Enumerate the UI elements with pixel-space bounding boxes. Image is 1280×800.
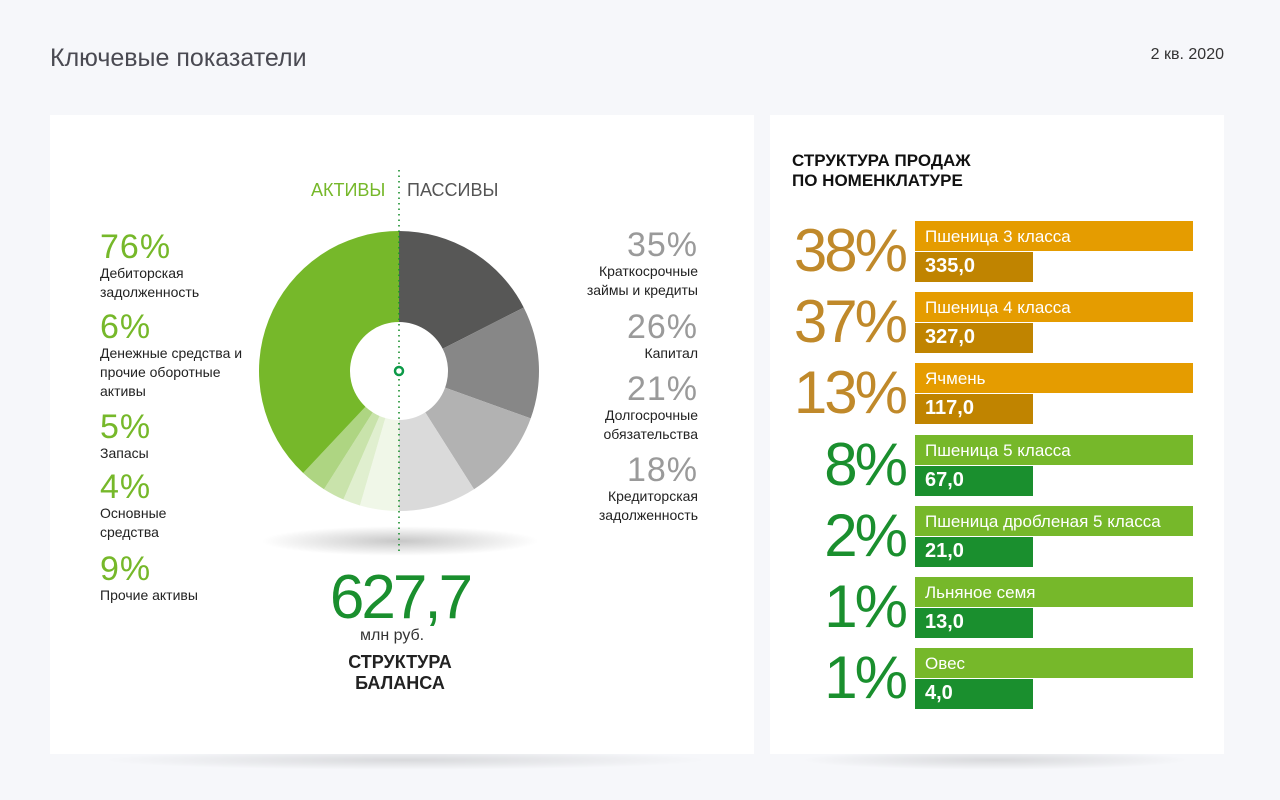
card-shadow: [800, 750, 1190, 770]
balance-title: СТРУКТУРА БАЛАНСА: [345, 652, 455, 694]
asset-pct: 9%: [100, 550, 152, 588]
liability-legend-item: 35% Краткосрочные займы и кредиты: [578, 228, 698, 300]
liability-legend-item: 21% Долгосрочные обязательства: [578, 370, 699, 444]
sales-row: 13% Ячмень 117,0: [780, 359, 1200, 426]
sales-label-bar: Льняное семя: [915, 577, 1193, 607]
balance-title-line: БАЛАНСА: [355, 673, 445, 693]
sales-label-bar: Пшеница 5 класса: [915, 434, 1193, 465]
donut-slice-asset: [303, 406, 373, 490]
sales-row: 1% Льняное семя 13,0: [780, 573, 1200, 640]
sales-pct: 38%: [793, 217, 908, 284]
sales-row: 1% Овес 4,0: [780, 644, 1200, 711]
asset-label: Прочие активы: [100, 587, 198, 603]
center-dot: [393, 365, 405, 377]
donut-slice-liability: [442, 307, 539, 419]
donut-slice-asset: [258, 231, 399, 474]
sales-pct: 13%: [793, 359, 908, 427]
sales-label-bar: Овес: [915, 648, 1193, 679]
donut-slice-asset: [323, 412, 380, 500]
asset-legend-item: 6% Денежные средства и прочие оборотные …: [100, 310, 250, 401]
sales-row: 37% Пшеница 4 класса 327,0: [780, 288, 1200, 355]
sales-value-bar: 13,0: [915, 608, 1033, 638]
asset-pct: 4%: [100, 468, 152, 506]
sales-row: 2% Пшеница дробленая 5 класса 21,0: [780, 502, 1200, 569]
asset-legend-item: 9% Прочие активы: [100, 552, 220, 605]
asset-label: Запасы: [100, 445, 149, 461]
liabilities-heading: ПАССИВЫ: [407, 180, 499, 200]
sales-label-bar: Пшеница дробленая 5 класса: [915, 505, 1193, 536]
sales-value-bar: 67,0: [915, 465, 1033, 496]
sales-title-line: СТРУКТУРА ПРОДАЖ: [792, 151, 971, 170]
balance-title-line: СТРУКТУРА: [348, 652, 452, 672]
asset-pct: 76%: [100, 228, 172, 266]
asset-label: Основные средства: [100, 505, 167, 540]
sales-label-bar: Ячмень: [915, 363, 1193, 394]
donut-slice-liability: [399, 412, 475, 511]
donut-shadow: [260, 526, 540, 556]
sales-title-line: ПО НОМЕНКЛАТУРЕ: [792, 171, 963, 190]
asset-legend-item: 5% Запасы: [100, 410, 220, 463]
liability-label: Кредиторская задолженность: [598, 488, 698, 523]
sales-value-bar: 335,0: [915, 252, 1033, 282]
sales-value-bar: 117,0: [915, 394, 1033, 425]
liability-pct: 18%: [626, 451, 698, 489]
sales-pct: 2%: [824, 501, 908, 569]
asset-pct: 5%: [100, 408, 152, 446]
liability-pct: 21%: [626, 370, 698, 408]
asset-pct: 6%: [100, 308, 152, 346]
sales-label-bar: Пшеница 3 класса: [915, 221, 1193, 251]
sales-value-bar: 4,0: [915, 679, 1033, 710]
donut-slice-liability: [425, 387, 531, 490]
card-shadow: [100, 750, 710, 770]
sales-pct: 8%: [824, 430, 908, 498]
liability-pct: 35%: [626, 226, 698, 264]
asset-label: Денежные средства и прочие оборотные акт…: [100, 345, 243, 399]
balance-total: 627,7: [329, 563, 473, 632]
sales-title: СТРУКТУРА ПРОДАЖ ПО НОМЕНКЛАТУРЕ: [792, 151, 971, 191]
sales-row: 8% Пшеница 5 класса 67,0: [780, 431, 1200, 498]
donut-slice-liability: [399, 231, 524, 349]
sales-label-bar: Пшеница 4 класса: [915, 292, 1193, 323]
sales-pct: 37%: [793, 288, 908, 356]
liability-legend-item: 18% Кредиторская задолженность: [578, 453, 698, 525]
sales-pct: 1%: [824, 644, 908, 712]
sales-pct: 1%: [824, 573, 908, 640]
page-title: Ключевые показатели: [50, 44, 307, 72]
donut-slice-asset: [343, 415, 386, 506]
assets-heading: АКТИВЫ: [311, 180, 386, 200]
asset-legend-item: 76% Дебиторская задолженность: [100, 230, 220, 302]
period-label: 2 кв. 2020: [1150, 46, 1224, 63]
asset-legend-item: 4% Основные средства: [100, 470, 220, 542]
sales-value-bar: 327,0: [915, 323, 1033, 354]
liability-label: Долгосрочные обязательства: [603, 407, 699, 442]
liability-label: Капитал: [644, 345, 698, 361]
liability-legend-item: 26% Капитал: [618, 310, 698, 363]
liability-pct: 26%: [626, 308, 698, 346]
asset-label: Дебиторская задолженность: [100, 265, 200, 300]
balance-unit: млн руб.: [360, 627, 425, 644]
sales-row: 38% Пшеница 3 класса 335,0: [780, 217, 1200, 284]
donut-slice-asset: [359, 418, 399, 511]
sales-value-bar: 21,0: [915, 536, 1033, 567]
liability-label: Краткосрочные займы и кредиты: [586, 263, 698, 298]
